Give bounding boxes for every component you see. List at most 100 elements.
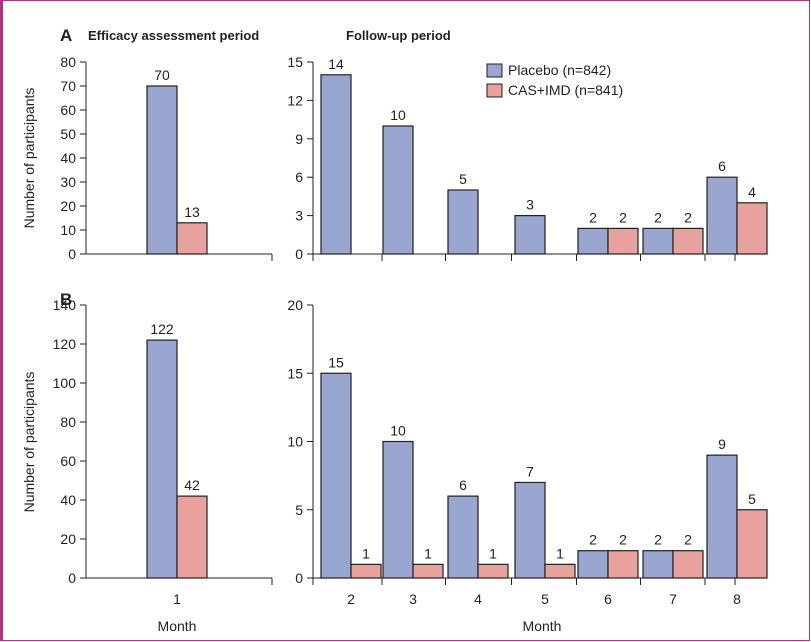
legend-label-placebo: Placebo (n=842)	[508, 62, 611, 78]
panel-a-efficacy-y-tick-label: 30	[60, 174, 76, 190]
panel-b-efficacy-data-label-treatment-1: 42	[184, 477, 200, 493]
panel-b-followup-bar-treatment-7	[672, 550, 704, 579]
panel-b-followup-data-label-treatment-2: 1	[362, 545, 370, 561]
panel-a-followup-y-tick-label: 9	[295, 131, 303, 147]
panel-b-followup-bar-placebo-7	[642, 550, 674, 579]
panel-a-followup-data-label-placebo-5: 3	[526, 197, 534, 213]
panel-a-followup-data-label-placebo-4: 5	[459, 171, 467, 187]
panel-b-efficacy-y-tick-label: 100	[53, 375, 77, 391]
panel-a-followup-y-tick-label: 3	[295, 208, 303, 224]
panel-a-efficacy-y-tick-label: 40	[60, 150, 76, 166]
panel-b-followup-bar-treatment-4	[477, 563, 509, 579]
panel-b-followup-x-axis-title: Month	[523, 618, 562, 634]
panel-b-followup-bar-placebo-6	[577, 550, 609, 579]
panel-b-followup-x-tick-label: 8	[733, 591, 741, 607]
panel-b-followup-data-label-treatment-6: 2	[619, 532, 627, 548]
panel-a-followup-data-label-treatment-6: 2	[619, 209, 627, 225]
panel-a-followup-bar-treatment-8	[736, 202, 768, 255]
panel-b-efficacy-y-tick-label: 120	[53, 336, 77, 352]
panel-a-efficacy-y-tick-label: 70	[60, 78, 76, 94]
panel-a-followup-bar-placebo-7	[642, 227, 674, 255]
panel-b-followup-data-label-placebo-5: 7	[526, 463, 534, 479]
panel-b-efficacy-y-tick-label: 20	[60, 531, 76, 547]
panel-b-followup-data-label-treatment-3: 1	[424, 545, 432, 561]
panel-a-followup-bar-placebo-4	[447, 189, 479, 255]
panel-b-followup-data-label-treatment-4: 1	[489, 545, 497, 561]
panel-b-followup-x-tick-label: 2	[347, 591, 355, 607]
panel-a-followup-y-tick-label: 0	[295, 246, 303, 262]
panel-b-efficacy-x-tick-label: 1	[173, 591, 181, 607]
panel-b-efficacy-y-tick-label: 40	[60, 492, 76, 508]
legend: Placebo (n=842) CAS+IMD (n=841)	[486, 62, 623, 98]
panel-b-followup-bar-treatment-2	[350, 563, 382, 579]
panel-a-followup-bar-treatment-6	[607, 227, 639, 255]
panel-a-efficacy-y-tick-label: 20	[60, 198, 76, 214]
panel-b-followup-y-tick-label: 5	[295, 502, 303, 518]
panel-b-followup-x-tick-label: 6	[604, 591, 612, 607]
panel-b-followup-y-tick-label: 10	[287, 434, 303, 450]
legend-label-treatment: CAS+IMD (n=841)	[508, 82, 623, 98]
panel-a-followup-data-label-placebo-3: 10	[390, 107, 406, 123]
panel-b-followup-data-label-placebo-3: 10	[390, 423, 406, 439]
panel-a-followup-data-label-treatment-8: 4	[748, 184, 756, 200]
panel-a-efficacy-y-tick-label: 0	[68, 246, 76, 262]
section-title-followup-a: Follow-up period	[346, 28, 451, 43]
panel-b-followup-data-label-placebo-6: 2	[589, 532, 597, 548]
panel-b-efficacy-y-tick-label: 80	[60, 414, 76, 430]
panel-a-followup-data-label-placebo-7: 2	[654, 209, 662, 225]
panel-b-followup-bar-treatment-3	[412, 563, 444, 579]
panel-b-followup-data-label-treatment-5: 1	[556, 545, 564, 561]
panel-b-followup-bar-placebo-5	[514, 481, 546, 579]
panel-b-followup-y-tick-label: 20	[287, 297, 303, 313]
panel-b-efficacy-y-tick-label: 0	[68, 570, 76, 586]
panel-b-efficacy-y-tick-label: 140	[53, 297, 77, 313]
panel-a-efficacy-y-axis-title: Number of participants	[21, 88, 37, 229]
panel-a-followup-data-label-treatment-7: 2	[684, 209, 692, 225]
panel-a-efficacy-y-tick-label: 80	[60, 54, 76, 70]
panel-a-followup-y-tick-label: 6	[295, 169, 303, 185]
panel-a-followup-data-label-placebo-2: 14	[328, 56, 344, 72]
panel-b-followup-data-label-placebo-2: 15	[328, 354, 344, 370]
panel-a-efficacy-bar-treatment-1	[176, 222, 208, 255]
panel-a-efficacy-y-tick-label: 50	[60, 126, 76, 142]
panel-a-efficacy-data-label-treatment-1: 13	[184, 204, 200, 220]
panel-b-efficacy-y-axis-title: Number of participants	[21, 372, 37, 513]
panel-a-followup-bar-treatment-7	[672, 227, 704, 255]
panel-b-followup-y-tick-label: 15	[287, 365, 303, 381]
panel-a-followup-y-tick-label: 12	[287, 92, 303, 108]
section-title-efficacy-a: Efficacy assessment period	[88, 28, 259, 43]
panel-b-followup-data-label-treatment-7: 2	[684, 532, 692, 548]
panel-b-followup-bar-placebo-2	[320, 372, 352, 579]
panel-a-followup-data-label-placebo-6: 2	[589, 209, 597, 225]
panel-letter-b: B	[60, 290, 72, 309]
panel-a-efficacy-data-label-placebo-1: 70	[154, 67, 170, 83]
panel-b-followup-data-label-placebo-7: 2	[654, 532, 662, 548]
panel-b-efficacy-x-axis-title: Month	[158, 618, 197, 634]
panel-a-efficacy-bar-placebo-1	[146, 85, 178, 255]
panel-b-followup-bar-treatment-5	[544, 563, 576, 579]
panel-b-followup-x-tick-label: 3	[409, 591, 417, 607]
panel-b-followup-x-tick-label: 5	[541, 591, 549, 607]
panel-b-efficacy-data-label-placebo-1: 122	[150, 321, 174, 337]
panel-letter-a: A	[60, 26, 72, 45]
panel-b-followup-x-tick-label: 4	[474, 591, 482, 607]
legend-swatch-treatment	[486, 83, 503, 98]
panel-a-followup-bar-placebo-8	[706, 176, 738, 255]
panel-b-followup-bar-placebo-4	[447, 495, 479, 579]
panel-b-followup-bar-placebo-3	[382, 440, 414, 579]
panel-b-efficacy-y-tick-label: 60	[60, 453, 76, 469]
panel-a-efficacy-y-tick-label: 60	[60, 102, 76, 118]
panel-a-followup-bar-placebo-2	[320, 74, 352, 255]
panel-a-followup-bar-placebo-5	[514, 215, 546, 255]
panel-b-followup-data-label-treatment-8: 5	[748, 491, 756, 507]
panel-b-efficacy-bar-treatment-1	[176, 495, 208, 579]
panel-a-followup-data-label-placebo-8: 6	[718, 158, 726, 174]
panel-a-followup-y-tick-label: 15	[287, 54, 303, 70]
panel-b-followup-data-label-placebo-8: 9	[718, 436, 726, 452]
panel-b-followup-data-label-placebo-4: 6	[459, 477, 467, 493]
panel-b-followup-y-tick-label: 0	[295, 570, 303, 586]
panel-b-followup-bar-treatment-6	[607, 550, 639, 579]
